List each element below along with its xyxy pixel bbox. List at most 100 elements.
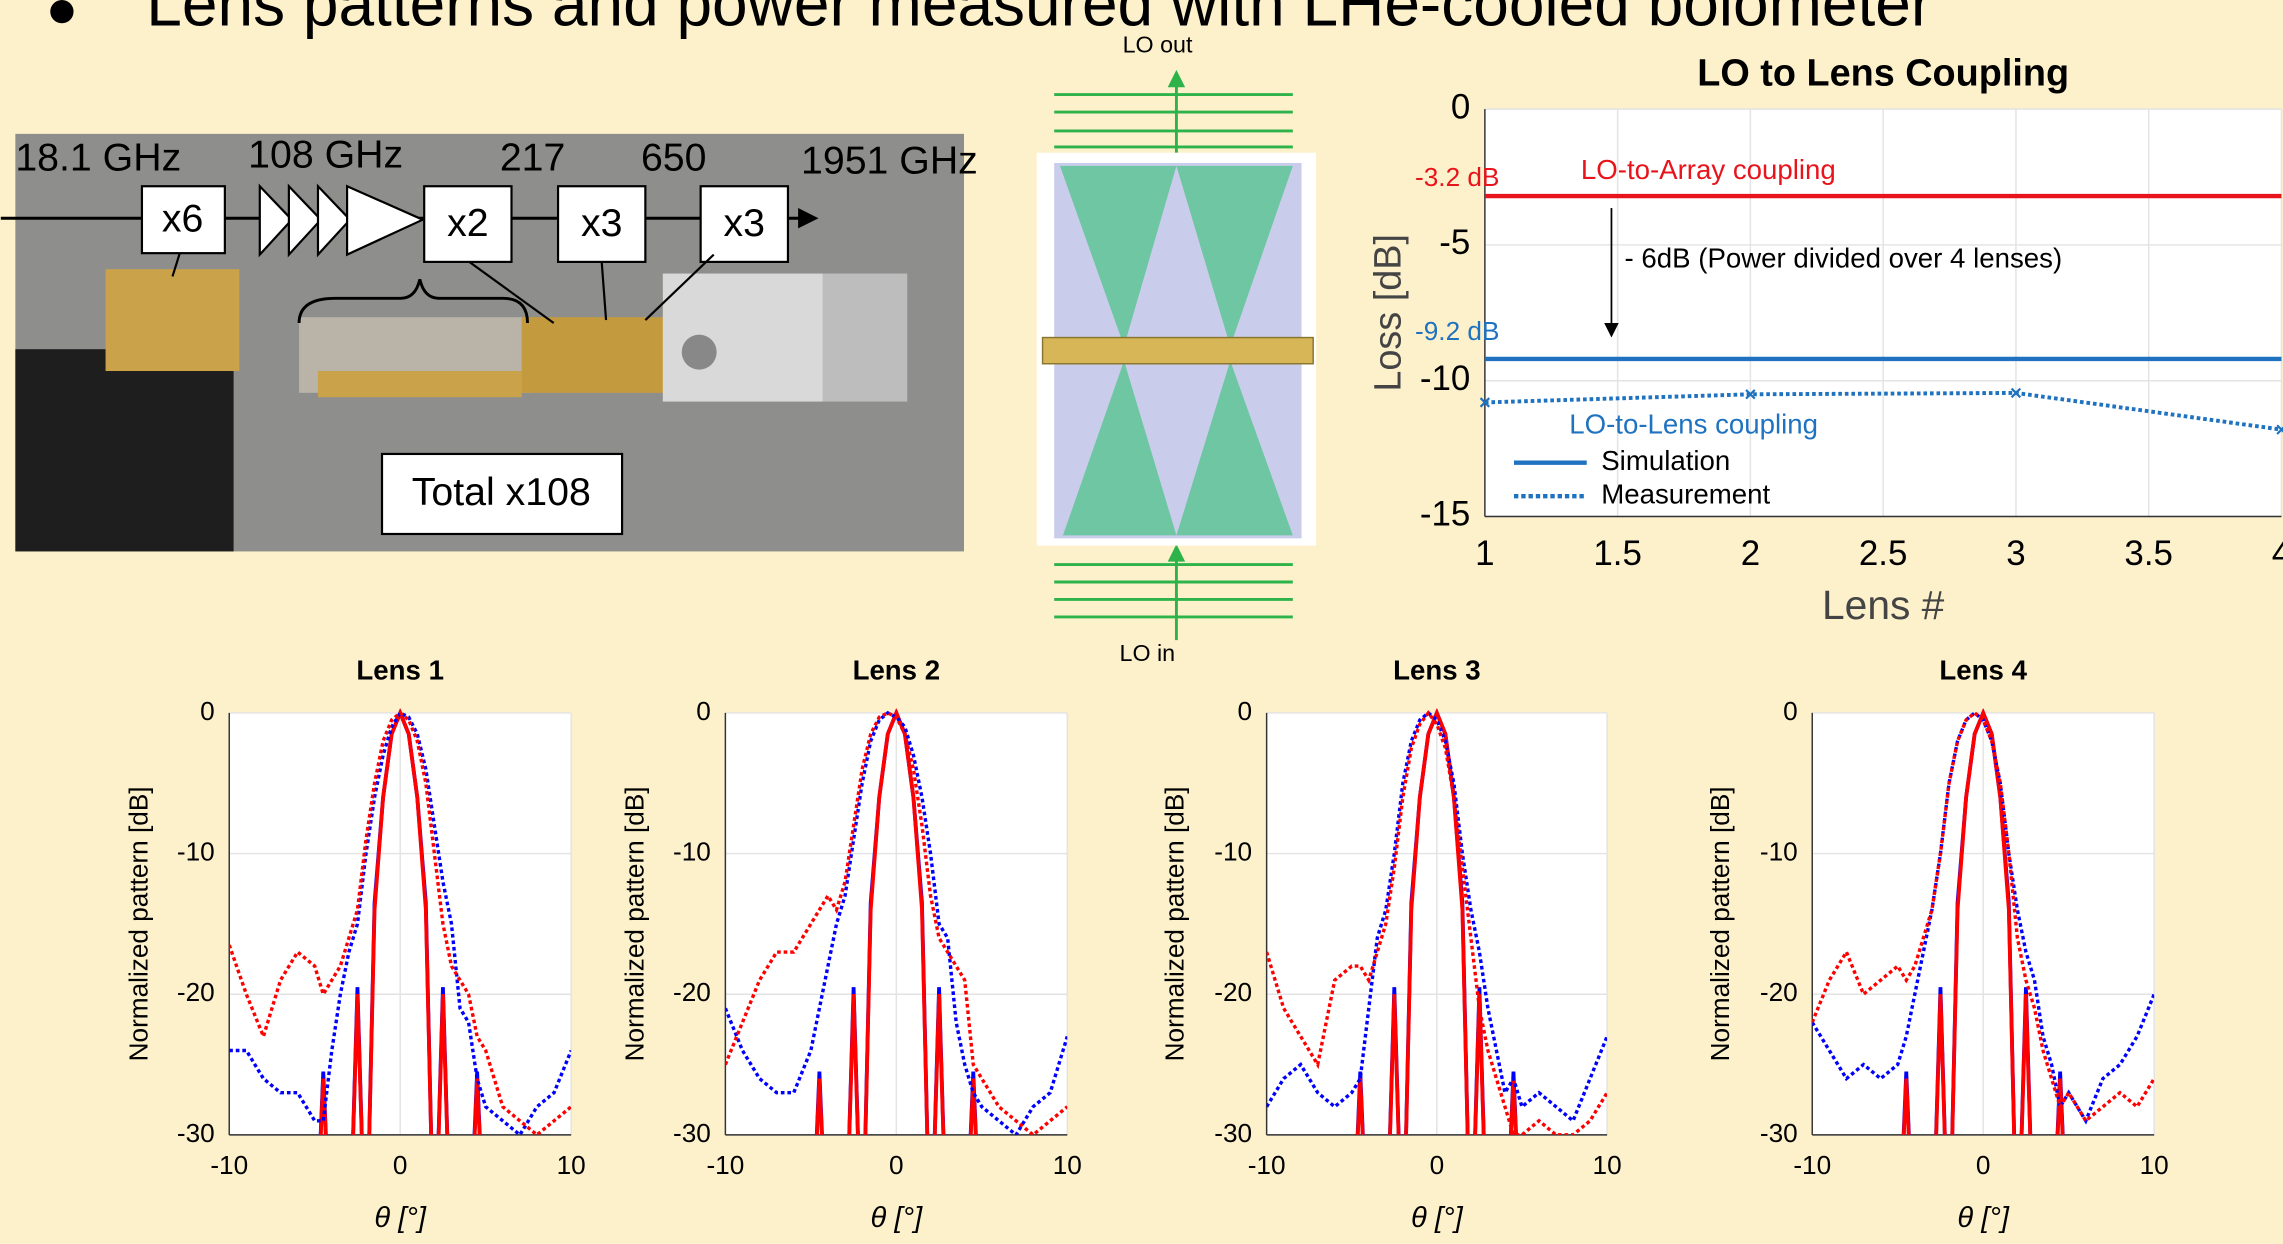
mult-box xyxy=(699,185,790,263)
beam-lines xyxy=(1054,84,1293,641)
amp xyxy=(316,183,352,258)
data-marker xyxy=(1479,397,1491,408)
arrow-head xyxy=(1604,323,1619,338)
y-tick-label: 0 xyxy=(1783,696,1798,726)
data-line xyxy=(1266,710,1608,1135)
beam-cone xyxy=(1062,360,1177,536)
y-tick-label: -20 xyxy=(673,977,711,1007)
freq-label: 18.1 GHz xyxy=(15,135,181,179)
pointer xyxy=(468,261,555,324)
lo-out-label: LO out xyxy=(1123,32,1193,58)
mult-label: x3 xyxy=(724,201,765,245)
legend-label: Simulation xyxy=(1601,445,1730,476)
x-tick-label: 0 xyxy=(889,1150,904,1180)
y-tick-label: -10 xyxy=(1214,837,1252,867)
x-tick-label: 10 xyxy=(1053,1150,1082,1180)
freq-label: 108 GHz xyxy=(248,133,403,177)
y-tick-label: -30 xyxy=(673,1118,711,1148)
data-line xyxy=(229,710,572,1135)
data-line xyxy=(725,711,1068,1135)
y-tick-label: 0 xyxy=(1238,696,1253,726)
chart: 0 -5 -10 -151 1.5 2 2.5 3 3.5 4 LO to Lens Couplin… xyxy=(1367,53,2283,628)
x-tick-label: 1 xyxy=(1475,534,1494,573)
data-line xyxy=(815,708,978,1135)
y-tick-label: -20 xyxy=(1214,977,1252,1007)
y-tick-label: -30 xyxy=(177,1118,215,1148)
y-tick-label: -10 xyxy=(673,837,711,867)
y-tick-label: -10 xyxy=(177,837,215,867)
mult-label: x6 xyxy=(162,197,203,241)
x-tick-label: 1.5 xyxy=(1593,534,1642,573)
pointer xyxy=(644,253,715,321)
mult-box xyxy=(556,185,647,263)
beam-cone xyxy=(1176,165,1293,347)
mult-label: x2 xyxy=(447,201,488,245)
chart-title: Lens 1 xyxy=(356,654,444,685)
data-line xyxy=(1901,708,2065,1135)
y-tick-label: -30 xyxy=(1214,1118,1252,1148)
block xyxy=(521,317,668,393)
x-axis-label: θ [°] xyxy=(1957,1202,2010,1234)
legend-label: Measurement xyxy=(1601,478,1770,509)
y-axis-label: Normalized pattern [dB] xyxy=(1159,786,1189,1061)
y-tick-label: -15 xyxy=(1420,495,1470,534)
data-marker xyxy=(2276,424,2283,435)
x-tick-label: -10 xyxy=(210,1150,248,1180)
chart-title: Lens 2 xyxy=(853,654,941,685)
mult-label: x3 xyxy=(581,201,622,245)
annotation: LO-to-Lens coupling xyxy=(1569,409,1818,440)
lens-array xyxy=(1041,336,1314,365)
x-axis-label: θ [°] xyxy=(374,1202,427,1234)
x-tick-label: 4 xyxy=(2272,534,2283,573)
x-axis-label: θ [°] xyxy=(1411,1202,1464,1234)
arrow-head xyxy=(1167,69,1186,88)
x-tick-label: 0 xyxy=(1430,1150,1445,1180)
x-tick-label: 0 xyxy=(1976,1150,1991,1180)
x-tick-label: 10 xyxy=(1593,1150,1622,1180)
freq-label: 217 xyxy=(500,135,566,179)
block xyxy=(822,273,908,402)
mult-box xyxy=(423,185,513,263)
amp xyxy=(258,183,294,258)
x-tick-label: 0 xyxy=(393,1150,408,1180)
chart-title: Lens 3 xyxy=(1393,654,1481,685)
annotation: - 6dB (Power divided over 4 lenses) xyxy=(1625,243,2063,274)
data-marker xyxy=(1745,389,1756,400)
x-tick-label: 2 xyxy=(1741,534,1760,573)
x-axis-label: Lens # xyxy=(1822,582,1945,628)
y-axis-label: Loss [dB] xyxy=(1367,234,1409,392)
annotation: -9.2 dB xyxy=(1415,316,1499,346)
y-tick-label: -30 xyxy=(1760,1118,1798,1148)
brace xyxy=(297,278,529,324)
amp xyxy=(287,183,323,258)
data-line xyxy=(1812,710,2155,1125)
lo-in-label: LO in xyxy=(1120,640,1176,666)
y-axis-label: Normalized pattern [dB] xyxy=(620,786,650,1061)
block xyxy=(662,273,823,402)
arrow-head xyxy=(1167,544,1186,562)
x-axis-label: θ [°] xyxy=(871,1202,924,1234)
data-marker xyxy=(2010,387,2022,399)
beam-cone xyxy=(1176,360,1293,536)
y-axis-label: Normalized pattern [dB] xyxy=(1705,786,1735,1061)
y-tick-label: -5 xyxy=(1439,223,1470,262)
freq-label: 1951 GHz xyxy=(801,138,978,182)
y-tick-label: -10 xyxy=(1420,359,1470,398)
y-tick-label: -20 xyxy=(1760,977,1798,1007)
heatsink xyxy=(15,349,234,552)
pointer xyxy=(600,261,608,321)
bullet xyxy=(50,0,74,24)
series-label: LO-to-Array coupling xyxy=(1581,154,1836,185)
mult-box xyxy=(140,185,226,255)
data-line xyxy=(1355,708,1518,1135)
annotation: -3.2 dB xyxy=(1415,162,1499,192)
data-line xyxy=(725,710,1068,1135)
data-line xyxy=(1266,710,1608,1124)
arrow-head xyxy=(798,208,819,229)
block xyxy=(317,371,522,398)
x-tick-label: 3 xyxy=(2006,534,2025,573)
